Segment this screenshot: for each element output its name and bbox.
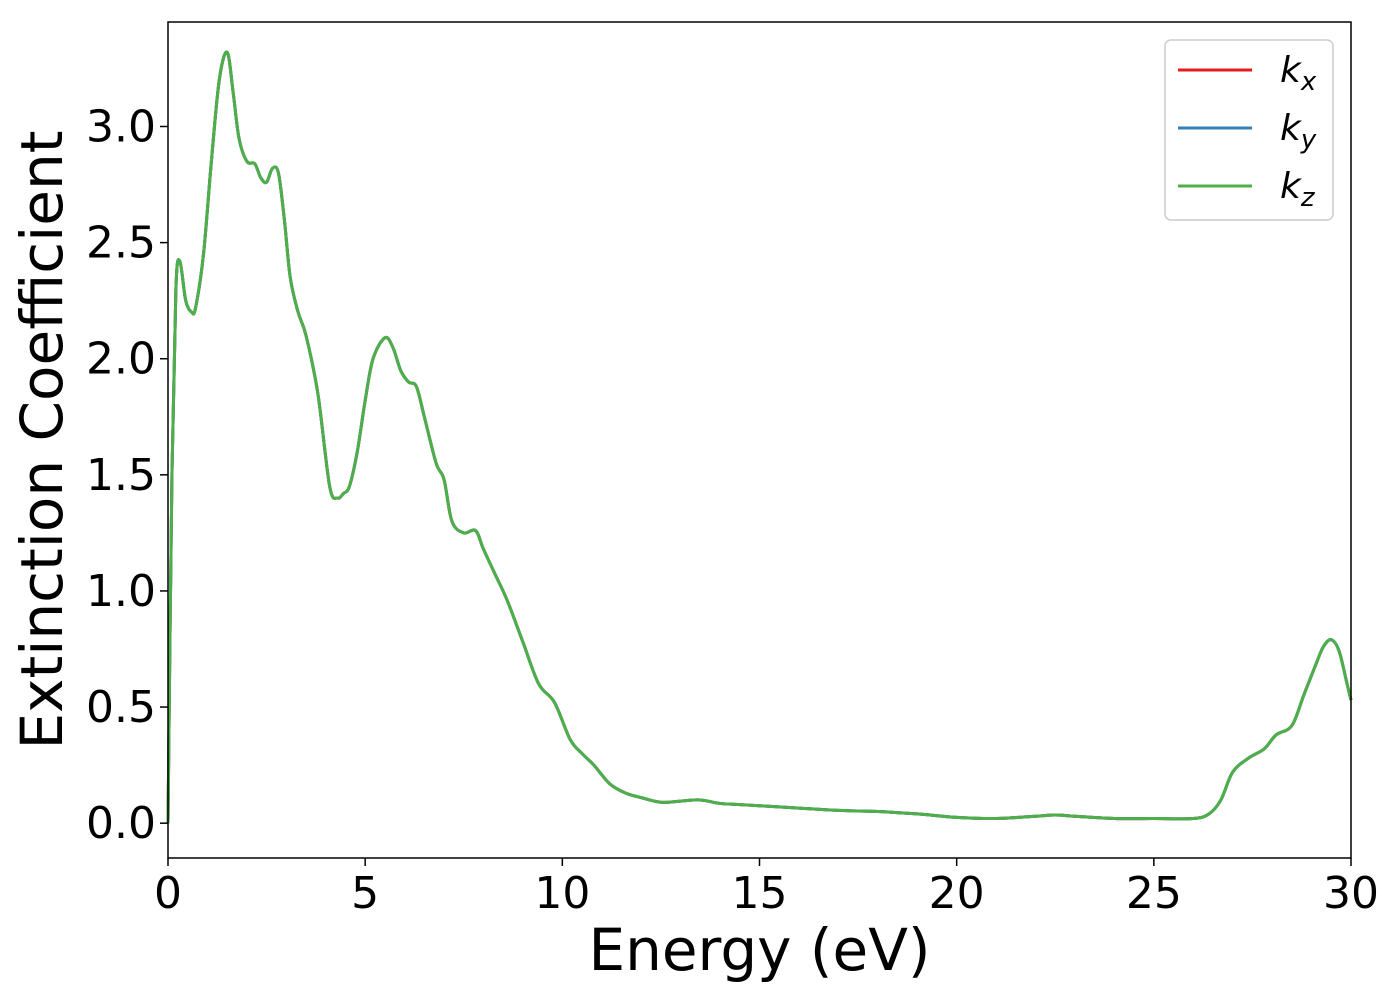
x-tick-label: 10	[534, 868, 590, 919]
series-layer	[166, 50, 1353, 824]
x-tick-label: 20	[929, 868, 985, 919]
y-tick-label: 3.0	[86, 102, 156, 153]
legend-box	[1164, 39, 1334, 221]
x-tick-label: 25	[1126, 868, 1182, 919]
x-tick-label: 5	[351, 868, 379, 919]
series-line-z	[166, 50, 1353, 824]
x-tick-label: 15	[732, 868, 788, 919]
y-tick-label: 1.0	[86, 566, 156, 617]
y-axis-ticks: 0.0 0.5 1.0 1.5 2.0 2.5 3.0	[86, 102, 168, 849]
y-axis-label: Extinction Coefficient	[8, 131, 76, 750]
x-axis-label: Energy (eV)	[588, 916, 930, 984]
x-tick-label: 30	[1323, 868, 1379, 919]
x-axis-ticks: 0 5 10 15 20 25 30	[154, 858, 1379, 919]
legend-label-z: kz	[1280, 166, 1316, 213]
x-tick-label: 0	[154, 868, 182, 919]
y-tick-label: 0.0	[86, 798, 156, 849]
y-tick-label: 1.5	[86, 450, 156, 501]
y-tick-label: 2.0	[86, 334, 156, 385]
y-tick-label: 0.5	[86, 682, 156, 733]
y-tick-label: 2.5	[86, 218, 156, 269]
